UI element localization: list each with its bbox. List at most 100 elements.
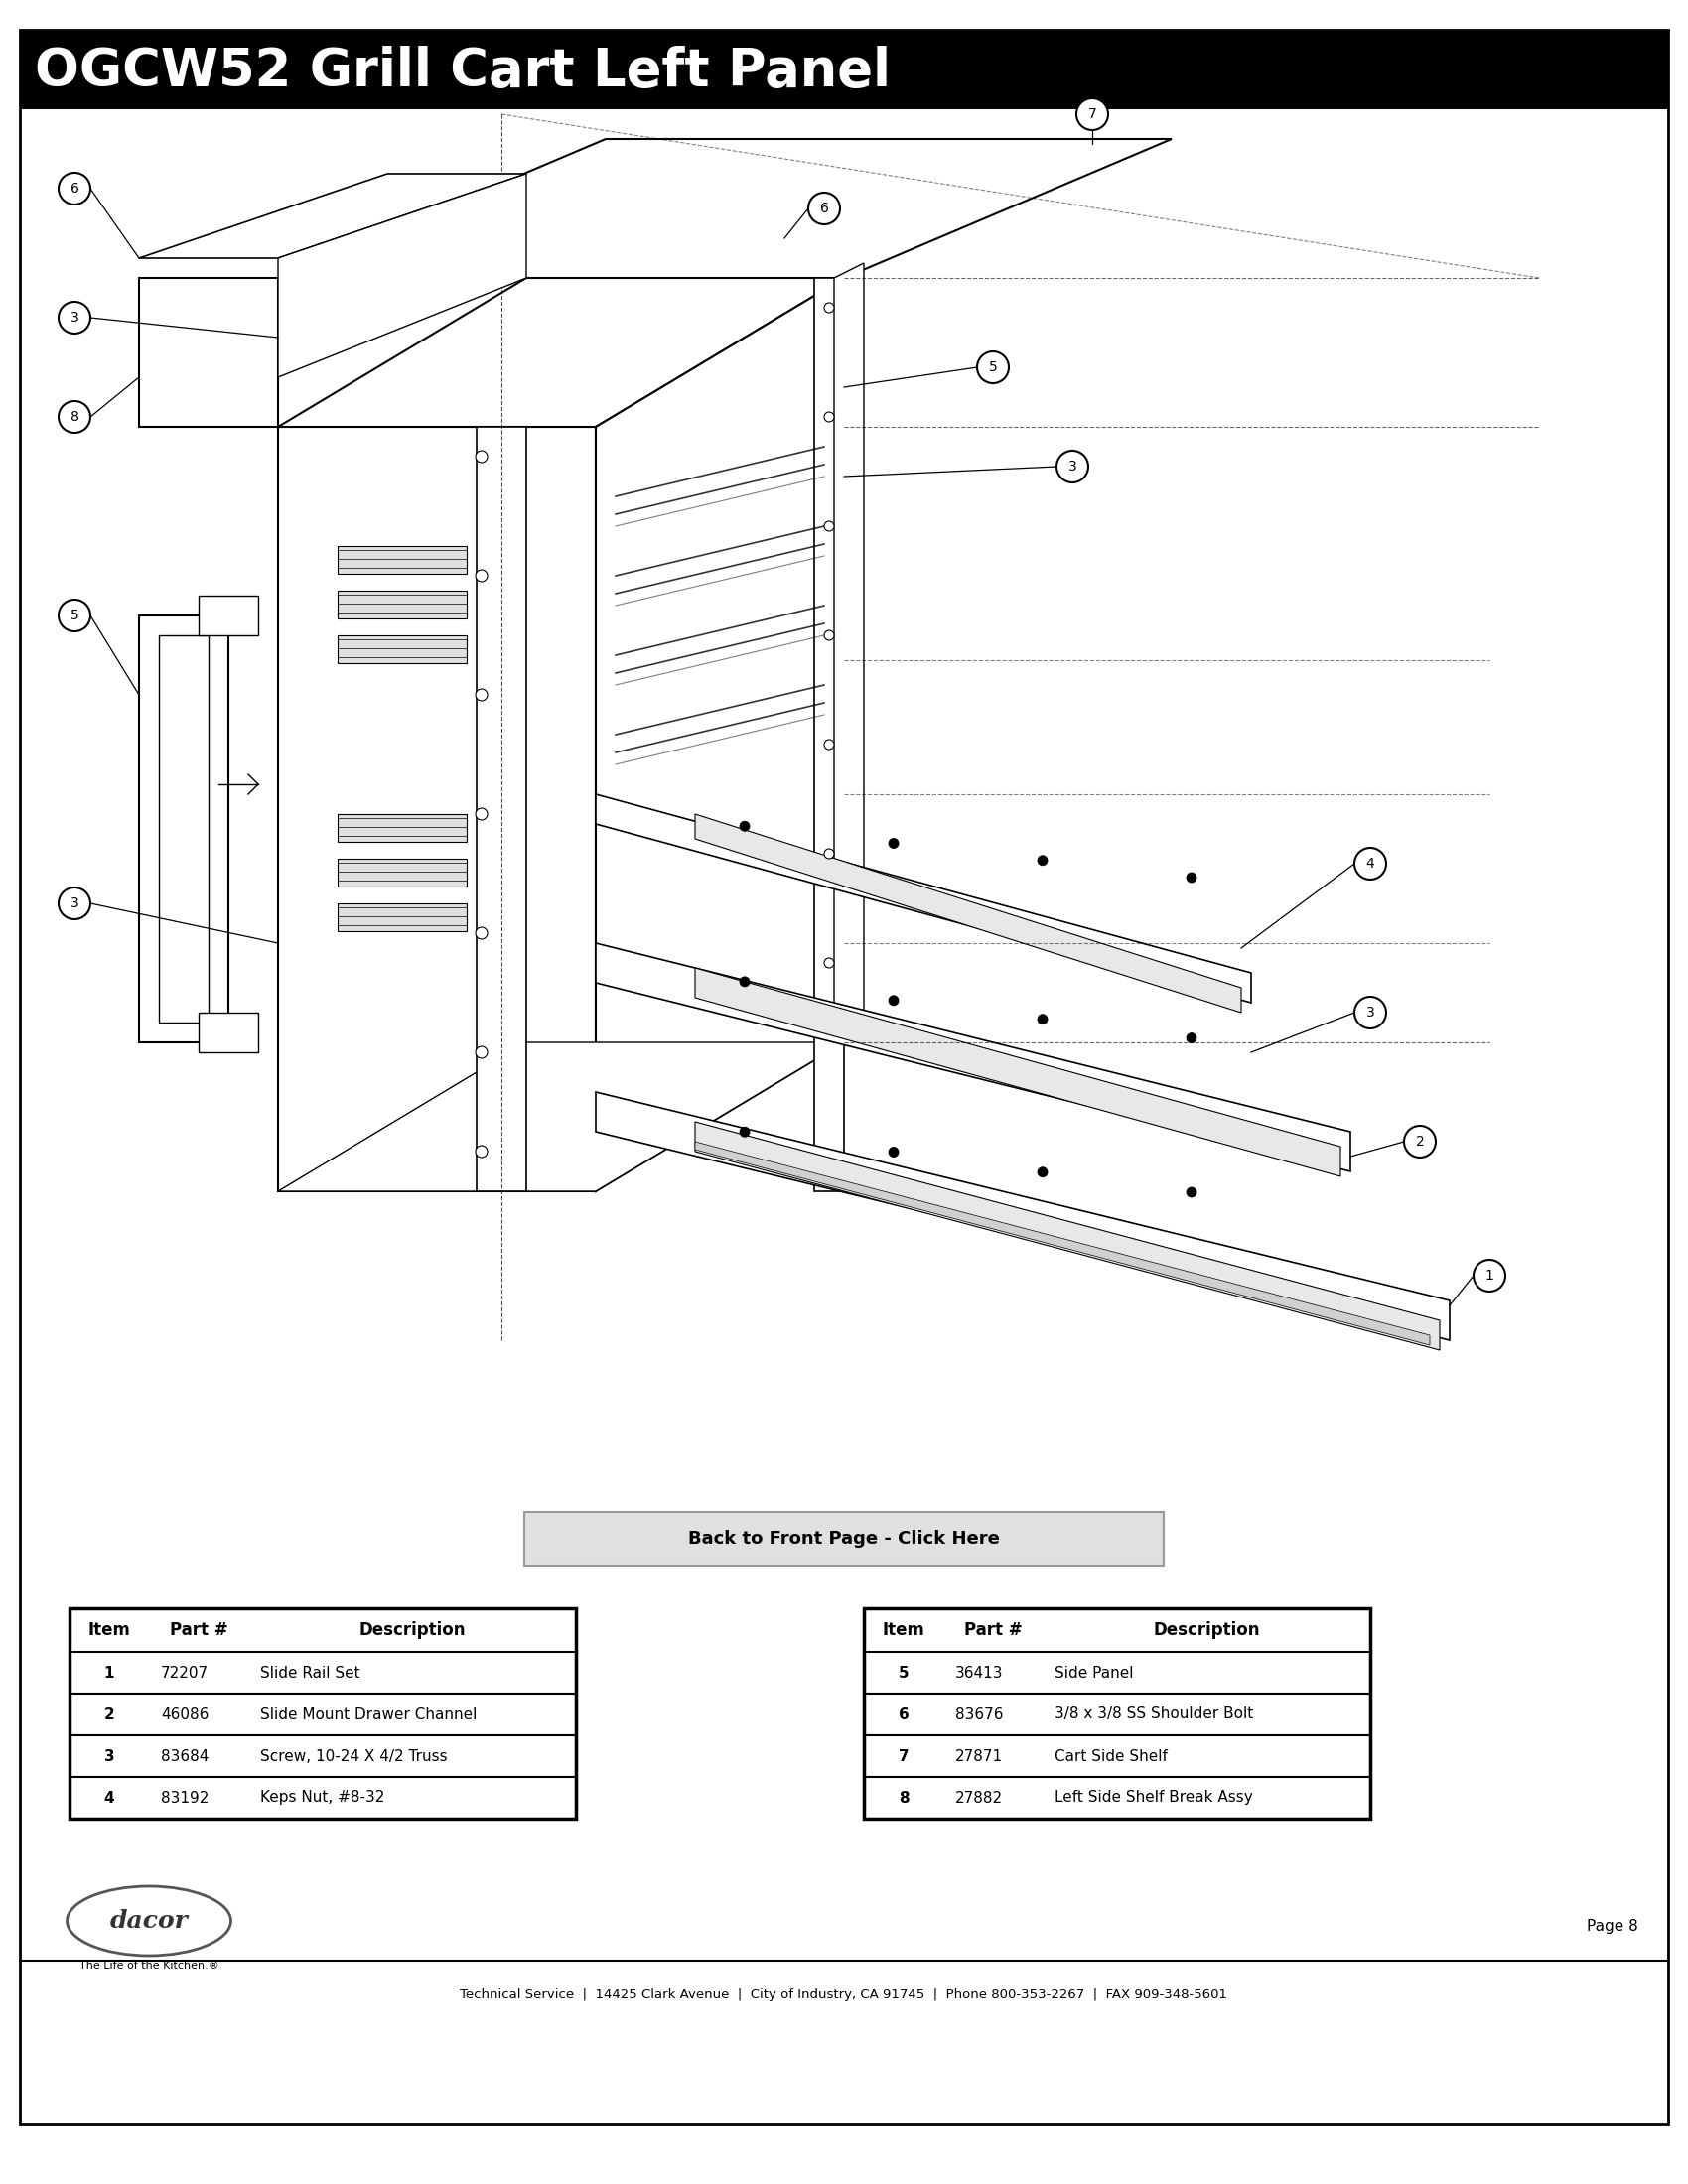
Text: 7: 7 — [1087, 107, 1097, 120]
Circle shape — [476, 1147, 488, 1158]
Text: 8: 8 — [898, 1791, 908, 1806]
Text: 3: 3 — [71, 310, 79, 325]
Text: Item: Item — [88, 1621, 130, 1638]
Text: Screw, 10-24 X 4/2 Truss: Screw, 10-24 X 4/2 Truss — [260, 1749, 447, 1765]
Text: Part #: Part # — [169, 1621, 228, 1638]
Text: Technical Service  |  14425 Clark Avenue  |  City of Industry, CA 91745  |  Phon: Technical Service | 14425 Clark Avenue |… — [461, 1990, 1227, 2003]
Circle shape — [824, 740, 834, 749]
Polygon shape — [814, 277, 844, 1190]
Text: OGCW52 Grill Cart Left Panel: OGCW52 Grill Cart Left Panel — [35, 46, 891, 98]
Circle shape — [59, 301, 91, 334]
Text: The Life of the Kitchen.®: The Life of the Kitchen.® — [79, 1961, 219, 1970]
Text: 2: 2 — [105, 1708, 115, 1721]
Polygon shape — [338, 590, 466, 618]
Text: 4: 4 — [105, 1791, 115, 1806]
Text: 5: 5 — [71, 609, 79, 622]
Circle shape — [888, 839, 898, 847]
Circle shape — [824, 413, 834, 422]
Circle shape — [476, 808, 488, 819]
Circle shape — [888, 996, 898, 1005]
Text: 6: 6 — [820, 201, 829, 216]
Polygon shape — [279, 426, 596, 1190]
Polygon shape — [279, 277, 844, 426]
Polygon shape — [338, 815, 466, 841]
Text: 5: 5 — [898, 1664, 908, 1679]
Text: 1: 1 — [105, 1664, 115, 1679]
Circle shape — [476, 688, 488, 701]
Text: Slide Mount Drawer Channel: Slide Mount Drawer Channel — [260, 1708, 478, 1721]
Circle shape — [1038, 1166, 1048, 1177]
Text: 27871: 27871 — [955, 1749, 1003, 1765]
Circle shape — [824, 304, 834, 312]
Circle shape — [824, 631, 834, 640]
Polygon shape — [138, 175, 527, 258]
Circle shape — [59, 402, 91, 432]
Bar — [864, 1607, 1371, 1819]
Text: 27882: 27882 — [955, 1791, 1003, 1806]
Polygon shape — [596, 1092, 1450, 1341]
Circle shape — [977, 352, 1009, 382]
Text: dacor: dacor — [110, 1909, 187, 1933]
Polygon shape — [338, 636, 466, 664]
Text: 72207: 72207 — [160, 1664, 209, 1679]
Polygon shape — [199, 1013, 258, 1053]
Text: Page 8: Page 8 — [1587, 1918, 1639, 1933]
Text: 6: 6 — [71, 181, 79, 197]
Text: 5: 5 — [989, 360, 998, 373]
Circle shape — [59, 887, 91, 919]
Text: Part #: Part # — [964, 1621, 1021, 1638]
Text: 3: 3 — [1069, 459, 1077, 474]
Bar — [864, 1778, 1371, 1819]
Circle shape — [1354, 847, 1386, 880]
Polygon shape — [695, 1123, 1440, 1350]
Text: 3: 3 — [1366, 1005, 1374, 1020]
Ellipse shape — [68, 1887, 231, 1955]
Polygon shape — [834, 262, 864, 1042]
Bar — [69, 1736, 576, 1778]
Text: 46086: 46086 — [160, 1708, 209, 1721]
Text: Description: Description — [1153, 1621, 1259, 1638]
Polygon shape — [279, 175, 527, 378]
Text: Left Side Shelf Break Assy: Left Side Shelf Break Assy — [1055, 1791, 1252, 1806]
Text: 2: 2 — [1416, 1136, 1425, 1149]
Circle shape — [1057, 450, 1089, 483]
Polygon shape — [695, 815, 1241, 1013]
Circle shape — [476, 450, 488, 463]
Polygon shape — [138, 277, 279, 426]
Bar — [69, 1693, 576, 1736]
Text: Cart Side Shelf: Cart Side Shelf — [1055, 1749, 1168, 1765]
Polygon shape — [338, 904, 466, 930]
Circle shape — [59, 601, 91, 631]
Polygon shape — [279, 140, 1171, 277]
Text: 3: 3 — [105, 1749, 115, 1765]
Polygon shape — [695, 1142, 1430, 1345]
Polygon shape — [138, 616, 228, 1042]
Bar — [864, 1736, 1371, 1778]
Text: Keps Nut, #8-32: Keps Nut, #8-32 — [260, 1791, 385, 1806]
Circle shape — [476, 1046, 488, 1059]
Polygon shape — [338, 858, 466, 887]
Circle shape — [1187, 874, 1197, 882]
Circle shape — [739, 821, 749, 832]
Circle shape — [1404, 1125, 1436, 1158]
Text: Description: Description — [358, 1621, 466, 1638]
Text: 4: 4 — [1366, 856, 1374, 871]
Text: Item: Item — [883, 1621, 925, 1638]
Polygon shape — [476, 426, 527, 1190]
Text: 6: 6 — [898, 1708, 908, 1721]
Bar — [69, 1607, 576, 1651]
Bar — [864, 1651, 1371, 1693]
Circle shape — [1354, 996, 1386, 1029]
Circle shape — [824, 959, 834, 968]
Circle shape — [1038, 1013, 1048, 1024]
Text: Back to Front Page - Click Here: Back to Front Page - Click Here — [689, 1529, 999, 1548]
Bar — [69, 1778, 576, 1819]
Text: 83676: 83676 — [955, 1708, 1003, 1721]
Polygon shape — [199, 596, 258, 636]
Polygon shape — [695, 968, 1340, 1177]
Text: 83192: 83192 — [160, 1791, 209, 1806]
Circle shape — [1187, 1033, 1197, 1044]
Bar — [864, 1693, 1371, 1736]
Text: 3/8 x 3/8 SS Shoulder Bolt: 3/8 x 3/8 SS Shoulder Bolt — [1055, 1708, 1252, 1721]
Circle shape — [739, 1127, 749, 1138]
